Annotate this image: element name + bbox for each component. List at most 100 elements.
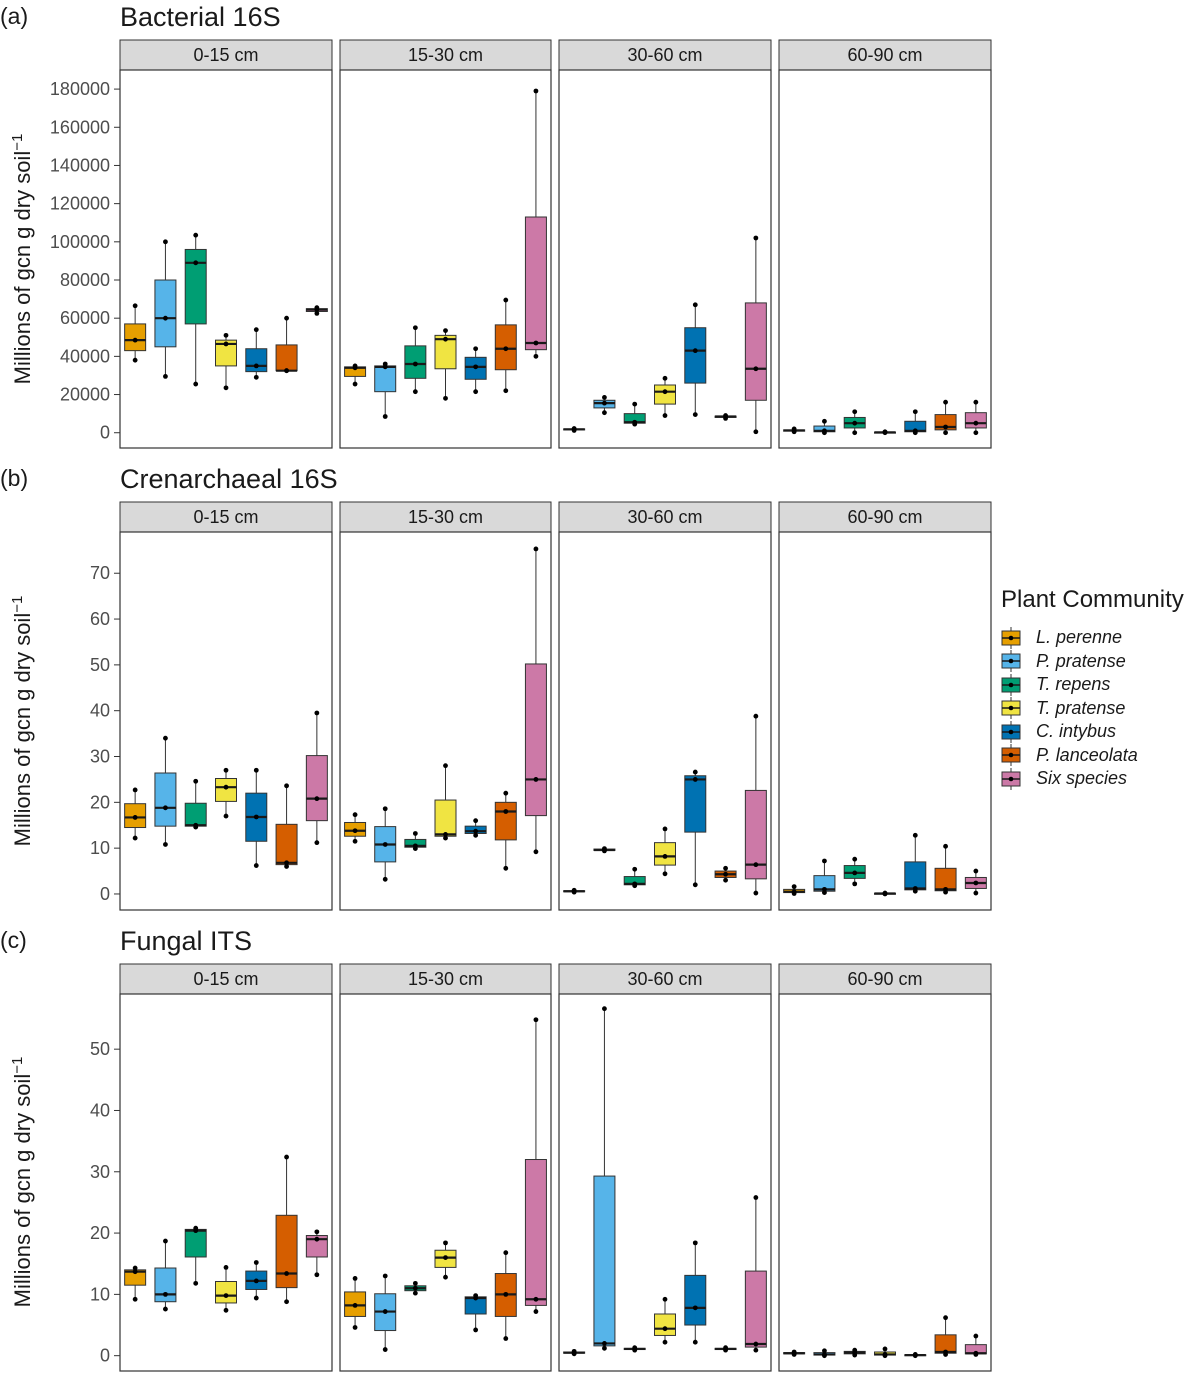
boxplot-mark (964, 399, 987, 436)
y-tick-label: 20 (90, 1223, 110, 1243)
data-point (503, 346, 509, 352)
data-point (753, 1347, 759, 1353)
data-point (352, 1303, 358, 1308)
facet-strip-label: 60-90 cm (847, 969, 922, 989)
data-point (253, 327, 259, 333)
boxplot-mark (563, 426, 586, 433)
data-point (753, 890, 759, 896)
data-point (223, 332, 229, 338)
boxplot-mark (843, 856, 866, 887)
boxplot-mark (813, 418, 836, 436)
box-iqr (744, 302, 767, 401)
data-point (503, 1291, 509, 1297)
y-tick-label: 100000 (50, 232, 110, 252)
data-point (852, 430, 858, 436)
boxplot-mark (275, 315, 298, 374)
data-point (163, 735, 168, 741)
data-point (284, 783, 289, 789)
y-tick-label: 0 (100, 884, 110, 904)
data-point (533, 546, 539, 552)
facet-strip-label: 15-30 cm (408, 969, 483, 989)
facet: 0-15 cm (119, 963, 333, 1372)
facet-plot-area (339, 531, 552, 911)
box-iqr (684, 775, 707, 833)
data-point (443, 395, 448, 401)
data-point (882, 1346, 888, 1352)
data-point (473, 818, 479, 824)
boxplot-mark (154, 1238, 177, 1312)
data-point (284, 368, 289, 374)
data-point (662, 826, 668, 832)
facet-strip (339, 39, 552, 71)
boxplot-mark (124, 787, 147, 841)
data-point (284, 864, 289, 869)
data-point (352, 363, 358, 369)
data-point (822, 1348, 827, 1354)
data-point (571, 1348, 577, 1354)
data-point (132, 1296, 138, 1302)
y-tick-label: 40 (90, 701, 110, 721)
data-point (443, 832, 448, 837)
data-point (973, 880, 979, 886)
boxplot-mark (305, 1229, 328, 1278)
boxplot-mark (874, 1346, 896, 1359)
facet-plot-area (119, 531, 333, 911)
data-point (382, 876, 388, 882)
legend-label: C. intybus (1036, 721, 1117, 742)
boxplot-mark (684, 769, 707, 888)
data-point (753, 862, 759, 868)
box-iqr (275, 823, 298, 866)
y-tick-label: 140000 (50, 155, 110, 175)
facet: 60-90 cm (778, 39, 992, 449)
boxplot-mark (434, 763, 457, 841)
data-point (412, 361, 418, 367)
y-tick-label: 20000 (60, 385, 110, 405)
box-iqr (184, 248, 207, 325)
data-point (382, 842, 388, 847)
data-point (602, 1341, 607, 1346)
facet-strip (778, 39, 992, 71)
data-point (533, 88, 539, 94)
data-point (132, 815, 138, 820)
legend-key-icon (1001, 767, 1021, 790)
data-point (692, 1240, 698, 1246)
data-point (723, 871, 728, 877)
data-point (163, 1306, 168, 1312)
y-tick-label: 60000 (60, 308, 110, 328)
boxplot-mark (904, 832, 927, 894)
facet-strip-label: 30-60 cm (627, 969, 702, 989)
facet: 0-15 cm (119, 501, 333, 911)
data-point (602, 1345, 607, 1351)
data-point (632, 401, 638, 407)
data-point (753, 1341, 759, 1347)
y-tick-label: 120000 (50, 194, 110, 214)
boxplot-mark (494, 1250, 517, 1341)
boxplot-mark (964, 868, 987, 896)
data-point (912, 886, 918, 891)
box-iqr (904, 861, 927, 891)
facet-strip-label: 30-60 cm (627, 507, 702, 527)
y-axis-label: Millions of gcn g dry soil−1 (9, 1057, 36, 1308)
legend-item: T. repens (1000, 673, 1200, 697)
box-iqr (215, 339, 237, 367)
boxplot-mark (524, 546, 547, 855)
data-point (223, 1293, 229, 1298)
boxplot-mark (344, 812, 367, 844)
legend-label: Six species (1036, 768, 1128, 789)
data-point (533, 1296, 539, 1302)
facet-plot-area (119, 993, 333, 1372)
boxplot-mark (904, 1352, 927, 1359)
data-point (443, 336, 448, 342)
facet-strip-label: 60-90 cm (847, 45, 922, 65)
data-point (223, 813, 229, 819)
data-point (473, 364, 479, 370)
data-point (723, 413, 728, 418)
data-point (852, 856, 858, 862)
legend-items: L. perenne P. pratense T. repens T. pratens… (1000, 626, 1200, 791)
data-point (163, 805, 168, 811)
facet: 0-15 cm (119, 39, 333, 449)
facet: 30-60 cm (558, 501, 772, 911)
data-point (943, 1349, 948, 1355)
data-point (852, 420, 858, 426)
panel-label: (b) (0, 465, 28, 491)
